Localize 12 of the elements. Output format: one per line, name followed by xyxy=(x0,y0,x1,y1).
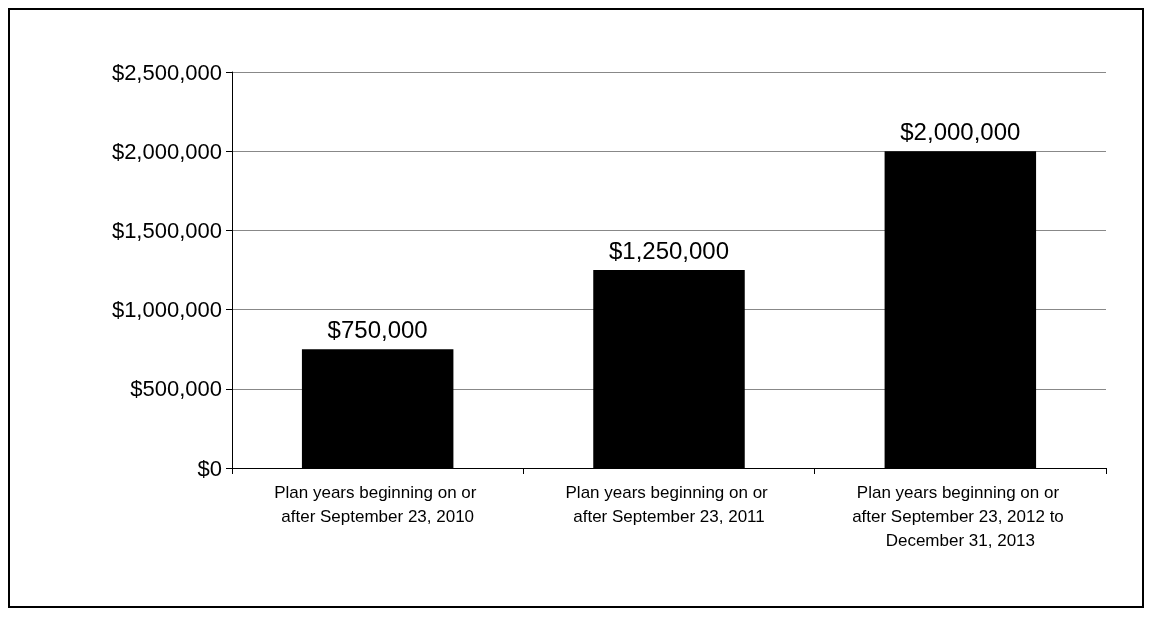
data-label: $1,250,000 xyxy=(608,236,730,264)
x-tick-label: Plan years beginning on or after September 23, 2011 xyxy=(565,482,773,526)
data-label: $750,000 xyxy=(327,315,428,343)
y-tick-label: $500,000 xyxy=(130,376,222,402)
y-tick-label: $1,000,000 xyxy=(111,297,222,323)
y-tick-label: $0 xyxy=(197,455,222,481)
y-tick-label: $1,500,000 xyxy=(111,217,222,243)
data-label: $2,000,000 xyxy=(900,117,1021,145)
x-tick-label: Plan years beginning on or after September 23, 2012 to December 31, 2013 xyxy=(852,482,1069,550)
y-tick-label: $2,000,000 xyxy=(111,138,222,164)
y-tick-label: $2,500,000 xyxy=(111,59,222,85)
x-tick-label: Plan years beginning on or after September 23, 2010 xyxy=(274,482,482,526)
